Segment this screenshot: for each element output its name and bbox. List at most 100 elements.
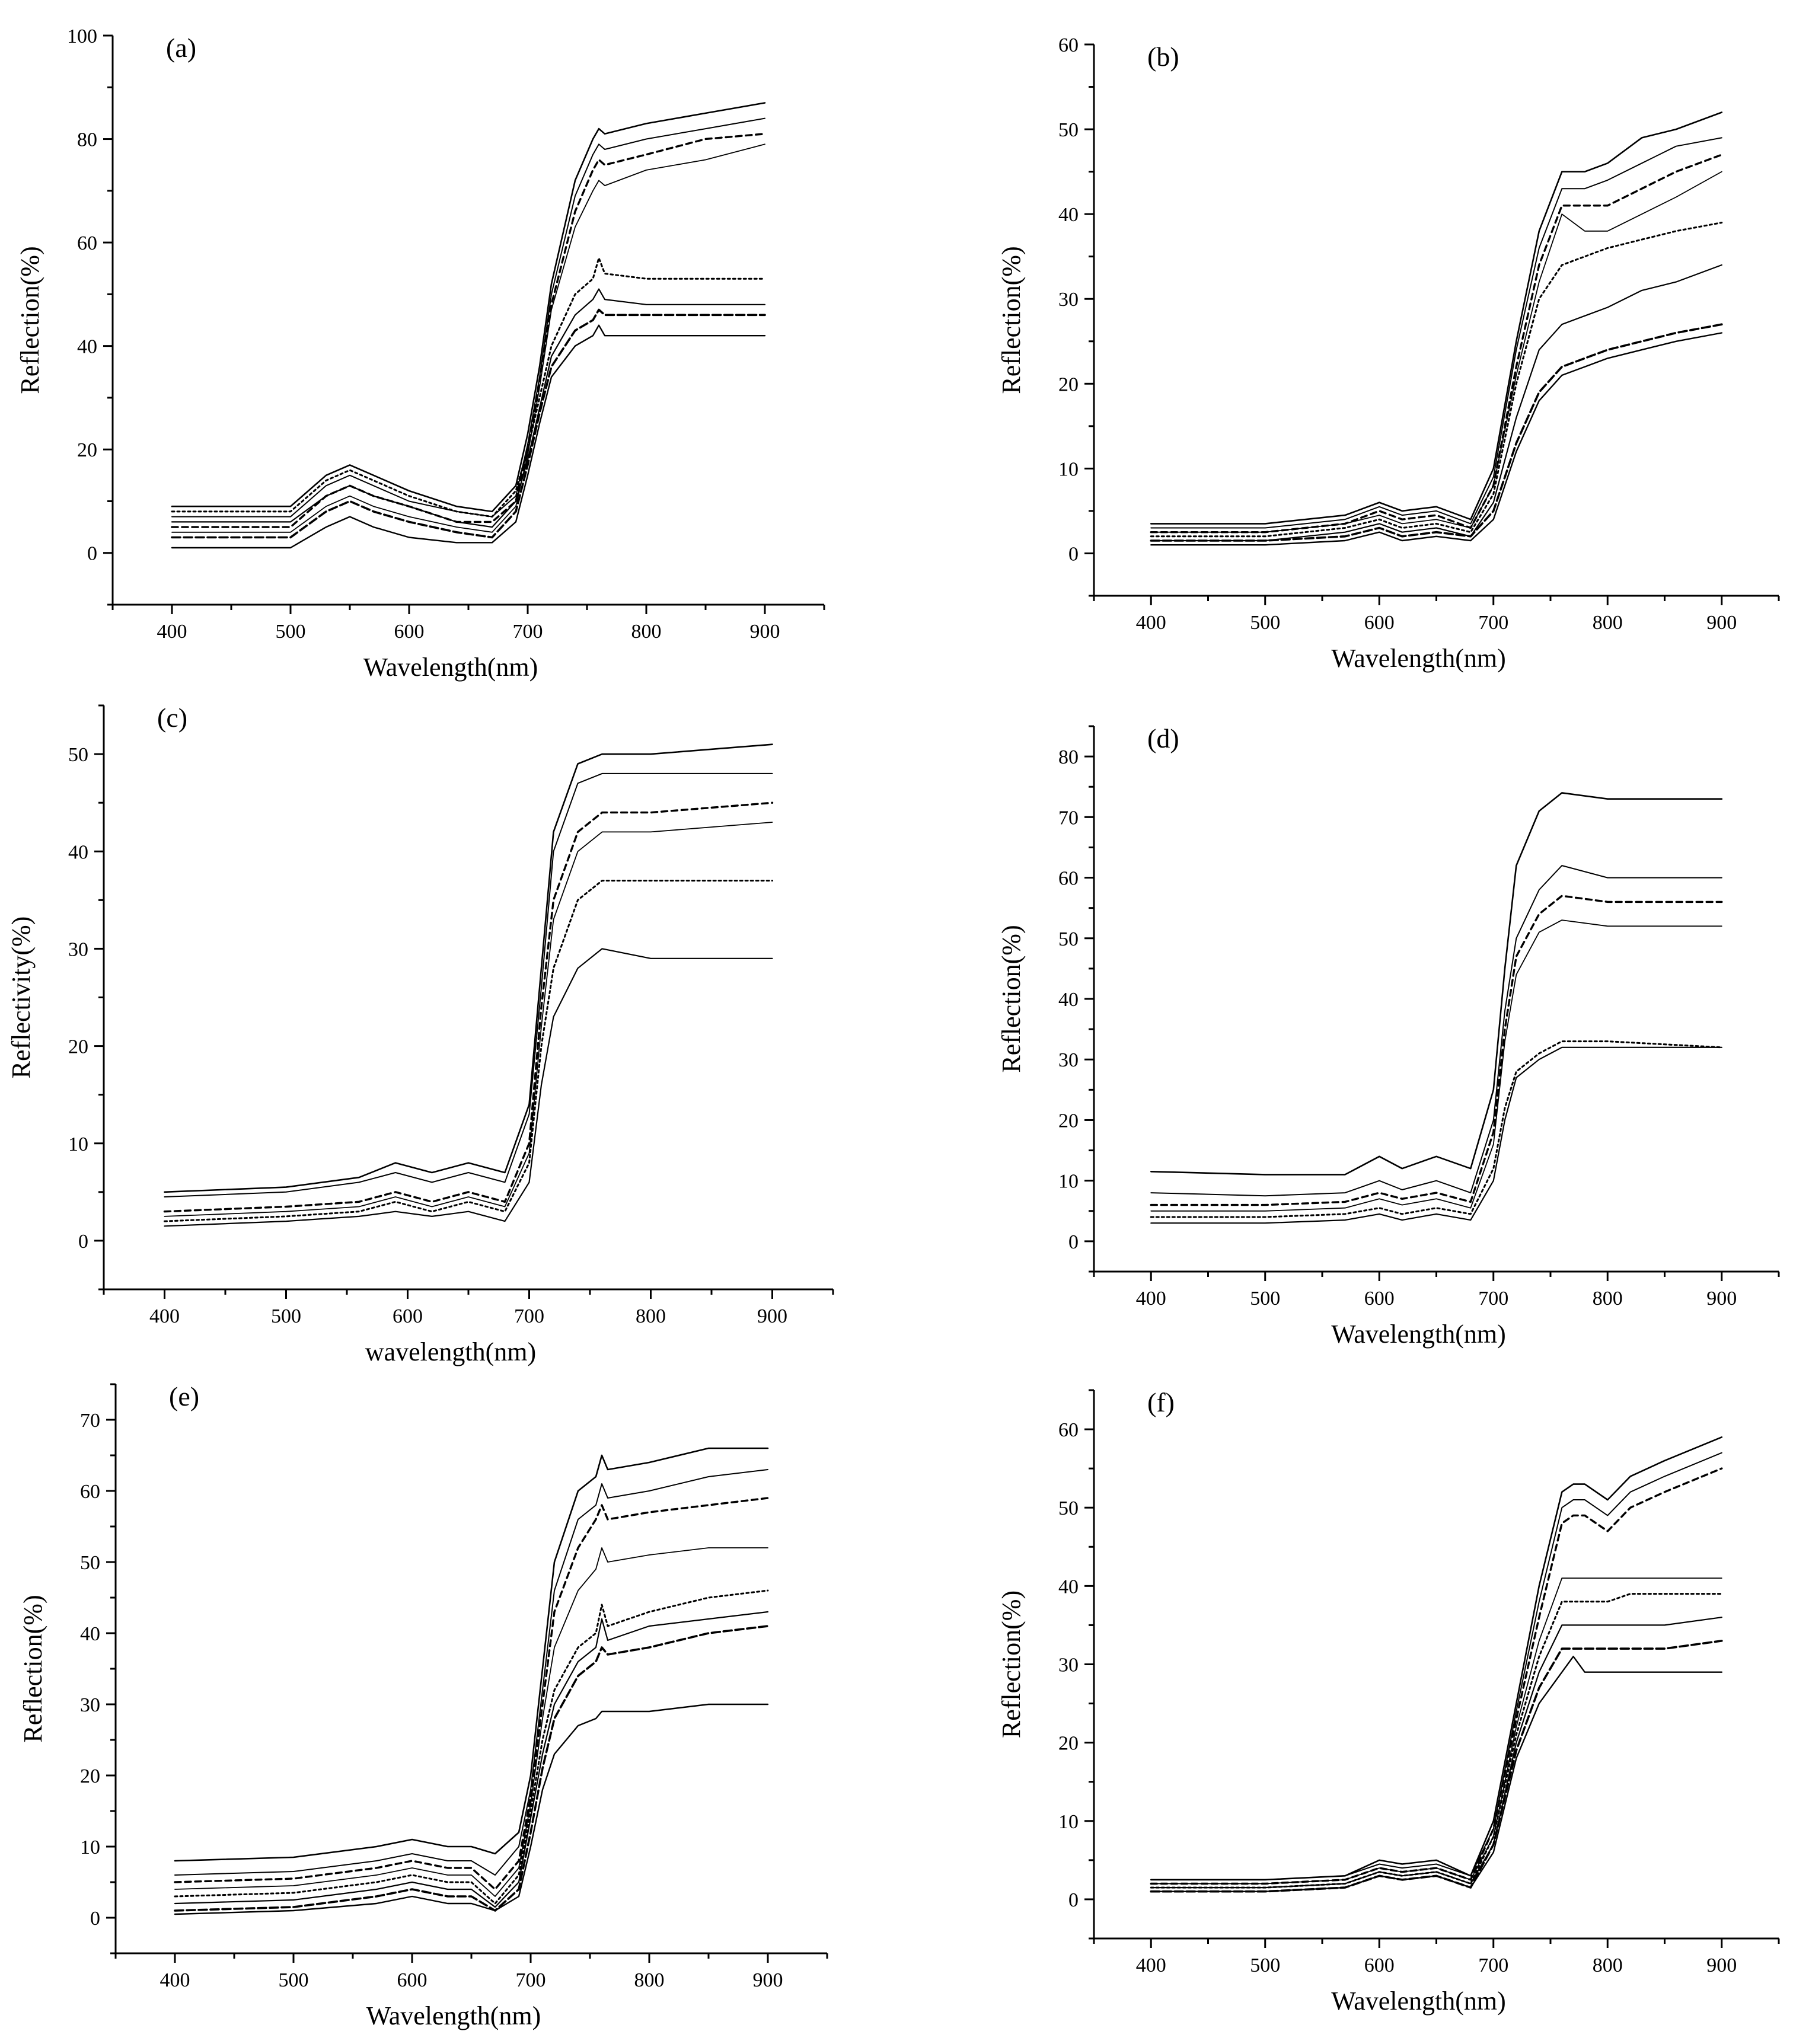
- x-tick-label: 600: [1364, 1954, 1395, 1976]
- panel-label: (c): [157, 702, 187, 733]
- series-line-s6: [174, 1611, 769, 1908]
- y-tick-label: 50: [80, 1552, 100, 1574]
- y-tick-label: 50: [68, 744, 88, 766]
- series-line-s1: [1150, 792, 1723, 1176]
- x-tick-label: 400: [1136, 1954, 1166, 1976]
- series-line-s2: [1150, 1452, 1722, 1880]
- series-line-s5: [1150, 1040, 1723, 1218]
- y-tick-label: 10: [1058, 458, 1079, 480]
- x-tick-label: 400: [1136, 612, 1166, 634]
- series-line-s2: [1150, 137, 1722, 529]
- x-tick-label: 700: [514, 1305, 544, 1327]
- x-axis-title: wavelength(nm): [365, 1337, 536, 1366]
- series-line-high-1: [171, 102, 766, 513]
- x-tick-label: 400: [157, 621, 187, 643]
- x-tick-label: 700: [1478, 1954, 1508, 1976]
- y-tick-label: 100: [67, 25, 97, 47]
- x-tick-label: 400: [1136, 1288, 1166, 1310]
- series-line-s5: [1150, 222, 1723, 538]
- y-tick-label: 40: [80, 1623, 100, 1645]
- y-tick-label: 50: [1058, 1497, 1079, 1519]
- y-tick-label: 80: [1058, 746, 1079, 768]
- series-line-s6: [1150, 1617, 1722, 1889]
- x-tick-label: 900: [1706, 612, 1737, 634]
- x-tick-label: 500: [279, 1969, 309, 1991]
- y-tick-label: 60: [77, 232, 97, 254]
- series-line-s4: [1150, 1577, 1722, 1885]
- y-tick-label: 30: [80, 1694, 100, 1716]
- series-line-s1: [1150, 1436, 1723, 1881]
- x-tick-label: 800: [1593, 1954, 1623, 1976]
- series-line-s4: [1150, 919, 1722, 1212]
- series-line-s7: [1150, 1640, 1723, 1893]
- y-tick-label: 40: [1058, 989, 1079, 1011]
- x-tick-label: 500: [1250, 1954, 1280, 1976]
- y-tick-label: 10: [1058, 1171, 1079, 1193]
- y-tick-label: 30: [1058, 1655, 1079, 1676]
- y-tick-label: 10: [80, 1837, 100, 1858]
- x-tick-label: 800: [634, 1969, 665, 1991]
- x-tick-label: 900: [753, 1969, 783, 1991]
- panel-e: 400 500 600 700 800 900 0 10 20 30 40 50 60 70 Wavelen…: [18, 1381, 828, 2030]
- y-tick-label: 0: [1068, 543, 1079, 565]
- panel-a: 400 500 600 700 800 900 0 20 40 60 80 100 Wavelength…: [15, 25, 825, 682]
- x-tick-label: 600: [393, 1305, 423, 1327]
- x-tick-label: 700: [513, 621, 543, 643]
- series-line-s1: [1150, 111, 1723, 525]
- x-tick-label: 900: [750, 621, 780, 643]
- y-tick-label: 70: [80, 1410, 100, 1432]
- y-tick-label: 10: [68, 1133, 88, 1155]
- series-line-low-2: [171, 288, 766, 528]
- y-tick-label: 10: [1058, 1811, 1079, 1833]
- series-line-s1: [164, 743, 773, 1193]
- x-tick-label: 600: [1364, 1288, 1395, 1310]
- x-tick-label: 800: [1593, 1288, 1623, 1310]
- x-axis-title: Wavelength(nm): [363, 653, 538, 682]
- series-line-s3: [1150, 1467, 1723, 1885]
- series-line-low-1: [171, 257, 766, 518]
- x-axis-title: Wavelength(nm): [1331, 1320, 1506, 1349]
- x-axis-title: Wavelength(nm): [1331, 644, 1506, 673]
- y-tick-label: 20: [77, 439, 97, 461]
- panel-d: 400 500 600 700 800 900 0 10 20 30 40 50 60 70 80 Wavel…: [997, 723, 1780, 1349]
- y-tick-label: 40: [1058, 204, 1079, 226]
- y-tick-label: 50: [1058, 119, 1079, 141]
- y-tick-label: 20: [1058, 1733, 1079, 1755]
- series-line-s5: [1150, 1593, 1723, 1889]
- series-line-s8: [174, 1703, 769, 1915]
- series-line-high-3: [171, 133, 766, 528]
- y-tick-label: 30: [68, 938, 88, 960]
- panel-label: (a): [166, 33, 196, 63]
- x-tick-label: 900: [1706, 1954, 1737, 1976]
- panel-c: 400 500 600 700 800 900 0 10 20 30 40 50 wavelength(…: [7, 702, 834, 1366]
- x-tick-label: 500: [1250, 1288, 1280, 1310]
- x-tick-label: 800: [1593, 612, 1623, 634]
- series-line-s8: [1150, 332, 1722, 546]
- y-tick-label: 20: [1058, 1110, 1079, 1132]
- y-tick-label: 60: [1058, 868, 1079, 890]
- y-tick-label: 0: [90, 1908, 100, 1930]
- x-tick-label: 800: [631, 621, 662, 643]
- series-line-s6: [164, 948, 773, 1227]
- panel-label: (d): [1147, 723, 1179, 753]
- x-axis-title: Wavelength(nm): [366, 2001, 541, 2030]
- panel-label: (b): [1147, 41, 1179, 72]
- x-tick-label: 900: [757, 1305, 787, 1327]
- x-tick-label: 700: [1478, 1288, 1508, 1310]
- series-line-s6: [1150, 264, 1722, 542]
- y-tick-label: 60: [80, 1481, 100, 1503]
- x-tick-label: 600: [1364, 612, 1395, 634]
- series-line-s2: [164, 772, 773, 1197]
- y-tick-label: 40: [77, 336, 97, 358]
- series-line-s4: [174, 1547, 768, 1897]
- x-tick-label: 600: [397, 1969, 427, 1991]
- panel-label: (e): [169, 1381, 199, 1411]
- y-tick-label: 30: [1058, 1049, 1079, 1071]
- panel-f: 400 500 600 700 800 900 0 10 20 30 40 50 60 Wavelengt…: [997, 1387, 1780, 2016]
- series-line-s5: [174, 1589, 769, 1905]
- series-line-low-3: [171, 308, 766, 539]
- x-tick-label: 400: [160, 1969, 190, 1991]
- y-tick-label: 70: [1058, 807, 1079, 829]
- x-tick-label: 900: [1706, 1288, 1737, 1310]
